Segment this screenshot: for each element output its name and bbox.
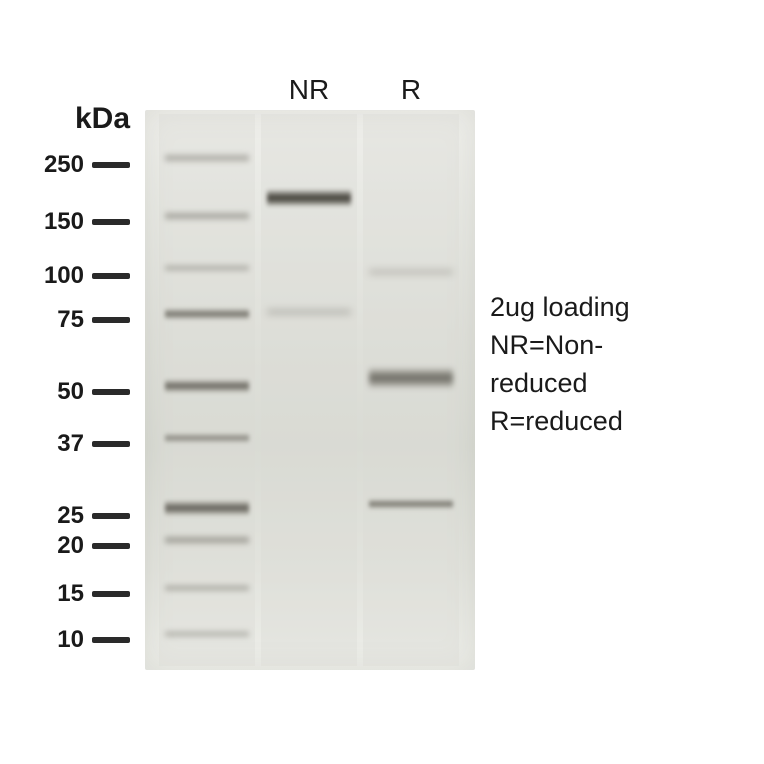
lane-ladder-band-6 <box>165 500 249 516</box>
lane-ladder-band-0 <box>165 153 249 163</box>
gel-panel <box>145 110 475 670</box>
kda-tick-label-250: 250 <box>20 151 84 179</box>
kda-tick-dash-250 <box>92 162 130 168</box>
kda-tick-dash-10 <box>92 637 130 643</box>
lane-header-r: R <box>363 74 459 106</box>
right-caption-line-1: NR=Non- <box>490 326 630 364</box>
kda-tick-dash-100 <box>92 273 130 279</box>
lane-ladder-band-2 <box>165 264 249 272</box>
right-caption-line-3: R=reduced <box>490 402 630 440</box>
lane-header-nr: NR <box>261 74 357 106</box>
kda-tick-dash-25 <box>92 513 130 519</box>
lane-ladder-band-4 <box>165 379 249 393</box>
kda-tick-dash-75 <box>92 317 130 323</box>
lane-r-band-0 <box>369 269 453 275</box>
kda-tick-label-10: 10 <box>20 626 84 654</box>
lane-nr-band-1 <box>267 309 351 315</box>
lane-r-bg <box>363 114 459 666</box>
kda-tick-label-100: 100 <box>20 262 84 290</box>
kda-tick-dash-50 <box>92 389 130 395</box>
kda-tick-label-150: 150 <box>20 208 84 236</box>
lane-r-band-1 <box>369 367 453 389</box>
kda-tick-label-20: 20 <box>20 532 84 560</box>
lane-ladder-band-3 <box>165 308 249 320</box>
kda-tick-dash-15 <box>92 591 130 597</box>
kda-tick-label-25: 25 <box>20 502 84 530</box>
kda-tick-dash-20 <box>92 543 130 549</box>
right-caption: 2ug loadingNR=Non-reducedR=reduced <box>490 288 630 440</box>
lane-ladder-band-7 <box>165 535 249 545</box>
lane-ladder-band-5 <box>165 433 249 443</box>
right-caption-line-2: reduced <box>490 364 630 402</box>
kda-tick-label-50: 50 <box>20 378 84 406</box>
kda-tick-label-15: 15 <box>20 580 84 608</box>
kda-tick-dash-37 <box>92 441 130 447</box>
lane-nr-band-0 <box>267 189 351 207</box>
kda-tick-label-37: 37 <box>20 430 84 458</box>
kda-tick-dash-150 <box>92 219 130 225</box>
right-caption-line-0: 2ug loading <box>490 288 630 326</box>
lane-ladder-band-1 <box>165 211 249 221</box>
kda-axis-label: kDa <box>75 102 200 136</box>
kda-tick-label-75: 75 <box>20 306 84 334</box>
lane-ladder-band-8 <box>165 584 249 592</box>
figure-stage: NRRkDa 250 150 100 75 50 37 2520 15 10 2ug loading… <box>0 0 764 764</box>
lane-r-band-2 <box>369 499 453 509</box>
lane-ladder-band-9 <box>165 630 249 638</box>
